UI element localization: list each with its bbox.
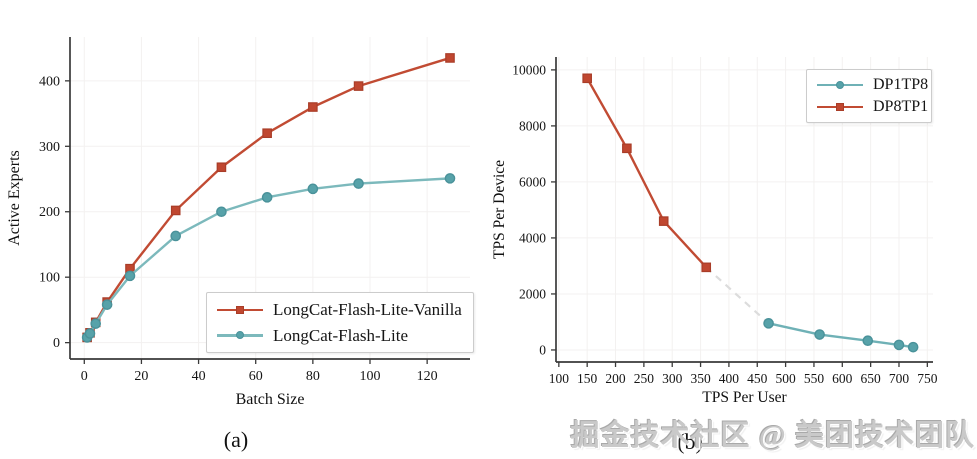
y-axis-label: TPS Per Device — [491, 160, 508, 259]
x-tick-label: 350 — [690, 371, 711, 386]
y-tick-label: 10000 — [512, 62, 546, 77]
data-point-marker — [622, 143, 632, 154]
data-point-marker — [216, 162, 227, 173]
x-axis-label: TPS Per User — [702, 389, 787, 406]
x-tick-label: 600 — [832, 371, 853, 386]
data-point-marker — [353, 81, 364, 91]
y-tick-label: 0 — [539, 342, 546, 357]
line-chart-tps-per-device: 100 150 200 250 300 350 400 450 500 550 600 650 700 7… — [491, 57, 938, 406]
x-tick-label: 40 — [192, 369, 206, 384]
data-point-marker — [216, 206, 227, 218]
y-tick-label: 8000 — [519, 118, 546, 133]
data-point-marker — [307, 183, 319, 195]
legend-square-marker-icon — [217, 305, 263, 315]
x-tick-label: 60 — [249, 369, 263, 384]
legend-label: DP8TP1 — [873, 98, 929, 115]
y-axis-label: Active Experts — [6, 150, 23, 246]
y-tick-label: 2000 — [519, 286, 546, 301]
y-tick-label: 0 — [53, 336, 60, 351]
data-point-marker — [658, 216, 669, 226]
legend-circle-marker-icon — [817, 80, 863, 90]
legend-chart-a: LongCat-Flash-Lite-Vanilla LongCat-Flash-… — [206, 292, 474, 353]
x-tick-label: 750 — [917, 371, 938, 386]
y-tick-label: 4000 — [519, 230, 546, 245]
data-point-marker — [90, 318, 102, 329]
x-tick-label: 100 — [549, 371, 570, 386]
x-tick-label: 400 — [719, 371, 740, 386]
x-tick-label: 500 — [775, 371, 796, 386]
data-point-marker — [262, 128, 272, 139]
data-point-marker — [101, 299, 113, 310]
line-chart-active-experts: 0 20 40 60 80 100 120 0 100 200 300 400 Batch Size Ac… — [6, 37, 470, 408]
x-tick-label: 80 — [306, 369, 320, 384]
x-tick-label: 650 — [861, 371, 882, 386]
data-point-marker — [84, 328, 96, 339]
legend-circle-marker-icon — [217, 330, 263, 340]
x-tick-label: 450 — [747, 371, 768, 386]
data-point-marker — [582, 73, 592, 84]
data-point-marker — [862, 335, 874, 347]
watermark-text: 掘金技术社区 @ 美团技术团队 — [570, 420, 975, 452]
data-point-marker — [814, 329, 825, 340]
x-axis-label: Batch Size — [236, 391, 305, 408]
legend-label: LongCat-Flash-Lite-Vanilla — [273, 300, 462, 320]
x-tick-label: 200 — [605, 371, 626, 386]
x-tick-label: 120 — [417, 369, 438, 384]
legend-entry-DP1TP8: DP1TP8 — [817, 74, 928, 96]
data-point-marker — [261, 192, 273, 203]
data-point-marker — [170, 230, 182, 242]
subfigure-caption-b: (b) — [677, 429, 703, 454]
y-tick-label: 300 — [39, 140, 60, 155]
data-point-marker — [445, 53, 455, 63]
series-line-DP1TP8 — [768, 322, 914, 349]
y-tick-label: 400 — [39, 74, 60, 89]
y-tick-label: 200 — [39, 205, 60, 220]
legend-entry-LongCat-Flash-Lite-Vanilla: LongCat-Flash-Lite-Vanilla — [217, 297, 463, 323]
x-tick-label: 150 — [577, 371, 598, 386]
legend-label: DP1TP8 — [873, 76, 929, 93]
legend-entry-LongCat-Flash-Lite: LongCat-Flash-Lite — [217, 323, 463, 349]
x-tick-label: 100 — [360, 369, 381, 384]
x-tick-label: 550 — [804, 371, 825, 386]
x-tick-label: 300 — [662, 371, 683, 386]
legend-square-marker-icon — [817, 102, 863, 112]
x-tick-label: 700 — [889, 371, 910, 386]
data-point-marker — [907, 341, 919, 353]
x-tick-label: 0 — [81, 369, 88, 384]
legend-chart-b: DP1TP8 DP8TP1 — [806, 69, 932, 123]
x-tick-label: 250 — [634, 371, 655, 386]
data-point-marker — [308, 102, 318, 112]
data-point-marker — [893, 339, 905, 351]
data-point-marker — [170, 205, 181, 216]
data-point-marker — [353, 178, 364, 189]
legend-entry-DP8TP1: DP8TP1 — [817, 96, 928, 118]
x-tick-label: 20 — [134, 369, 148, 384]
data-point-marker — [124, 270, 136, 282]
data-point-marker — [701, 262, 712, 273]
data-point-marker — [763, 318, 774, 329]
subfigure-caption-a: (a) — [223, 427, 249, 452]
y-tick-label: 6000 — [519, 174, 546, 189]
data-point-marker — [444, 173, 456, 184]
dashed-connector-line — [705, 266, 770, 325]
legend-label: LongCat-Flash-Lite — [273, 325, 409, 345]
y-tick-label: 100 — [39, 271, 60, 286]
series-line-DP8TP1 — [586, 77, 708, 269]
